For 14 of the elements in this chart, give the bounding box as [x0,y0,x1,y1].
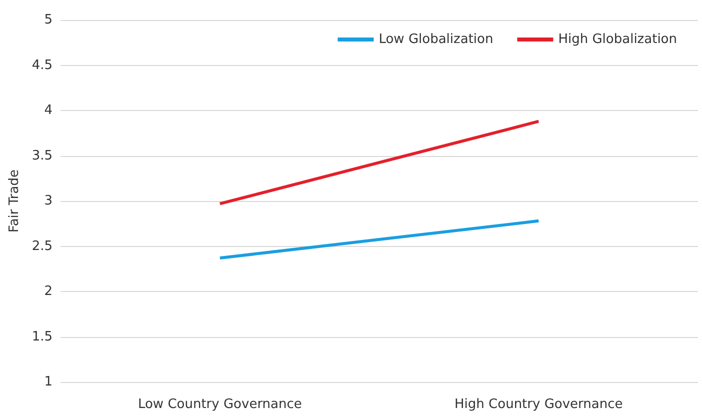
y-tick-label: 1 [44,374,53,390]
y-tick-label: 1.5 [32,329,53,344]
y-tick-label: 5 [44,12,53,28]
y-tick-label: 4.5 [32,58,53,73]
legend-label: High Globalization [558,32,678,47]
y-tick-label: 3.5 [32,148,53,164]
y-tick-label: 2 [44,284,53,299]
y-tick-label: 4 [44,103,53,118]
x-tick-label: Low Country Governance [138,397,302,412]
y-tick-label: 3 [44,194,53,208]
x-tick-label: High Country Governance [454,397,623,412]
y-axis-title: Fair Trade [7,170,22,232]
y-tick-label: 2.5 [32,238,53,254]
legend-label: Low Globalization [378,32,494,47]
